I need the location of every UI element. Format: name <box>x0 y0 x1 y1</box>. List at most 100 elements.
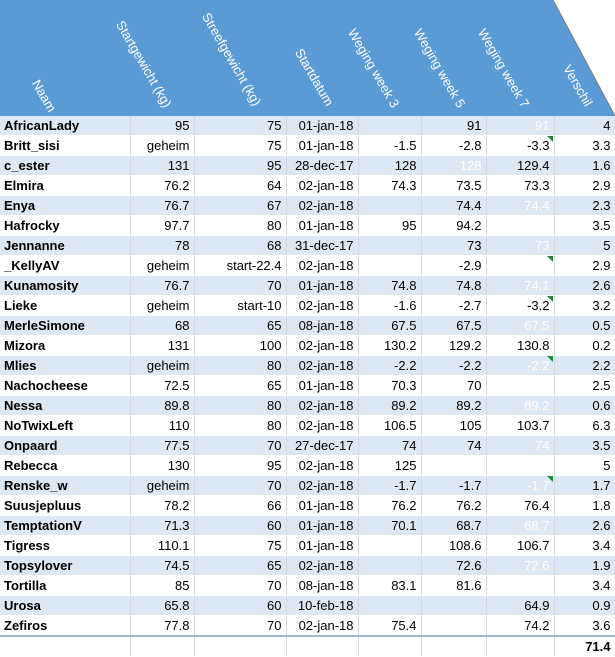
cell-streefgewicht[interactable]: 65 <box>194 555 287 576</box>
cell-week3[interactable] <box>358 235 422 256</box>
cell-startdatum[interactable]: 27-dec-17 <box>286 435 359 456</box>
cell-naam[interactable]: Elmira <box>0 175 131 196</box>
cell-week7[interactable]: 106.7 <box>486 535 555 556</box>
cell-week3[interactable]: 130.2 <box>358 335 422 356</box>
cell-startgewicht[interactable]: geheim <box>130 255 195 276</box>
cell-streefgewicht[interactable]: 80 <box>194 395 287 416</box>
cell-week5[interactable]: 73 <box>421 235 487 256</box>
cell-startgewicht[interactable]: 95 <box>130 116 195 136</box>
cell-verschil[interactable]: 3.2 <box>554 295 615 316</box>
cell-week5[interactable]: 67.5 <box>421 315 487 336</box>
cell-week7[interactable]: 74 <box>486 435 555 456</box>
cell-startdatum[interactable]: 01-jan-18 <box>286 116 359 136</box>
cell-week7[interactable]: 68.7 <box>486 515 555 536</box>
cell-startgewicht[interactable]: 72.5 <box>130 375 195 396</box>
cell-week5[interactable]: 76.2 <box>421 495 487 516</box>
cell-week5[interactable]: 108.6 <box>421 535 487 556</box>
cell-week3[interactable]: 74 <box>358 435 422 456</box>
cell-startdatum[interactable]: 01-jan-18 <box>286 515 359 536</box>
cell-streefgewicht[interactable]: 75 <box>194 535 287 556</box>
cell-week7[interactable]: -2.2 <box>486 355 555 376</box>
cell-streefgewicht[interactable]: 70 <box>194 435 287 456</box>
cell-verschil[interactable]: 3.6 <box>554 615 615 637</box>
cell-week7[interactable]: 74.2 <box>486 615 555 637</box>
cell-startgewicht[interactable]: geheim <box>130 355 195 376</box>
cell-week7[interactable]: 67.5 <box>486 315 555 336</box>
cell-week3[interactable]: 67.5 <box>358 315 422 336</box>
cell-verschil[interactable]: 3.3 <box>554 135 615 156</box>
cell-streefgewicht[interactable]: 60 <box>194 515 287 536</box>
total-empty-cell[interactable] <box>358 635 422 657</box>
cell-startdatum[interactable]: 02-jan-18 <box>286 295 359 316</box>
cell-week7[interactable]: 130.8 <box>486 335 555 356</box>
cell-week5[interactable]: -2.2 <box>421 355 487 376</box>
cell-startgewicht[interactable]: 131 <box>130 155 195 176</box>
cell-week7[interactable]: -1.7 <box>486 475 555 496</box>
cell-verschil[interactable]: 2.6 <box>554 515 615 536</box>
cell-streefgewicht[interactable]: 75 <box>194 116 287 136</box>
cell-week5[interactable]: 74.8 <box>421 275 487 296</box>
cell-week7[interactable] <box>486 375 555 396</box>
cell-naam[interactable]: MerleSimone <box>0 315 131 336</box>
cell-week5[interactable]: 68.7 <box>421 515 487 536</box>
cell-week5[interactable]: 94.2 <box>421 215 487 236</box>
cell-naam[interactable]: TemptationV <box>0 515 131 536</box>
cell-week3[interactable]: 74.3 <box>358 175 422 196</box>
cell-week3[interactable] <box>358 255 422 276</box>
cell-startgewicht[interactable]: 65.8 <box>130 595 195 616</box>
cell-verschil[interactable]: 4 <box>554 116 615 136</box>
cell-verschil[interactable]: 2.9 <box>554 255 615 276</box>
cell-week3[interactable]: 128 <box>358 155 422 176</box>
cell-startgewicht[interactable]: 89.8 <box>130 395 195 416</box>
cell-week7[interactable] <box>486 215 555 236</box>
cell-naam[interactable]: Hafrocky <box>0 215 131 236</box>
cell-naam[interactable]: Kunamosity <box>0 275 131 296</box>
cell-week7[interactable]: -3.2 <box>486 295 555 316</box>
cell-startgewicht[interactable]: 77.8 <box>130 615 195 637</box>
cell-startdatum[interactable]: 01-jan-18 <box>286 275 359 296</box>
cell-week5[interactable]: -2.7 <box>421 295 487 316</box>
cell-streefgewicht[interactable]: start-22.4 <box>194 255 287 276</box>
cell-naam[interactable]: Nachocheese <box>0 375 131 396</box>
cell-streefgewicht[interactable]: 70 <box>194 475 287 496</box>
cell-startdatum[interactable]: 02-jan-18 <box>286 615 359 637</box>
cell-naam[interactable]: Mizora <box>0 335 131 356</box>
cell-naam[interactable]: Rebecca <box>0 455 131 476</box>
cell-streefgewicht[interactable]: 67 <box>194 195 287 216</box>
cell-startgewicht[interactable]: 110 <box>130 415 195 436</box>
cell-verschil[interactable]: 0.2 <box>554 335 615 356</box>
cell-week5[interactable]: -2.9 <box>421 255 487 276</box>
cell-verschil[interactable]: 1.8 <box>554 495 615 516</box>
cell-verschil[interactable]: 2.9 <box>554 175 615 196</box>
cell-startgewicht[interactable]: geheim <box>130 475 195 496</box>
cell-startdatum[interactable]: 02-jan-18 <box>286 415 359 436</box>
cell-verschil[interactable]: 3.5 <box>554 435 615 456</box>
cell-verschil[interactable]: 3.4 <box>554 575 615 596</box>
cell-week5[interactable]: 89.2 <box>421 395 487 416</box>
cell-week3[interactable] <box>358 595 422 616</box>
cell-week5[interactable]: -2.8 <box>421 135 487 156</box>
cell-week7[interactable]: 89.2 <box>486 395 555 416</box>
cell-naam[interactable]: Britt_sisi <box>0 135 131 156</box>
cell-week5[interactable] <box>421 595 487 616</box>
cell-startdatum[interactable]: 28-dec-17 <box>286 155 359 176</box>
cell-verschil[interactable]: 2.6 <box>554 275 615 296</box>
cell-week7[interactable]: -3.3 <box>486 135 555 156</box>
cell-verschil[interactable]: 5 <box>554 455 615 476</box>
cell-week7[interactable]: 129.4 <box>486 155 555 176</box>
cell-startdatum[interactable]: 01-jan-18 <box>286 535 359 556</box>
cell-week5[interactable] <box>421 615 487 637</box>
cell-startgewicht[interactable]: 76.7 <box>130 275 195 296</box>
cell-startgewicht[interactable]: 97.7 <box>130 215 195 236</box>
cell-startdatum[interactable]: 02-jan-18 <box>286 395 359 416</box>
cell-streefgewicht[interactable]: 70 <box>194 615 287 637</box>
cell-streefgewicht[interactable]: 70 <box>194 575 287 596</box>
cell-streefgewicht[interactable]: 65 <box>194 375 287 396</box>
cell-week7[interactable]: 74.1 <box>486 275 555 296</box>
cell-streefgewicht[interactable]: 95 <box>194 455 287 476</box>
cell-week5[interactable]: 128 <box>421 155 487 176</box>
cell-streefgewicht[interactable]: 80 <box>194 355 287 376</box>
cell-naam[interactable]: Tigress <box>0 535 131 556</box>
cell-verschil[interactable]: 1.7 <box>554 475 615 496</box>
cell-week3[interactable]: -1.7 <box>358 475 422 496</box>
